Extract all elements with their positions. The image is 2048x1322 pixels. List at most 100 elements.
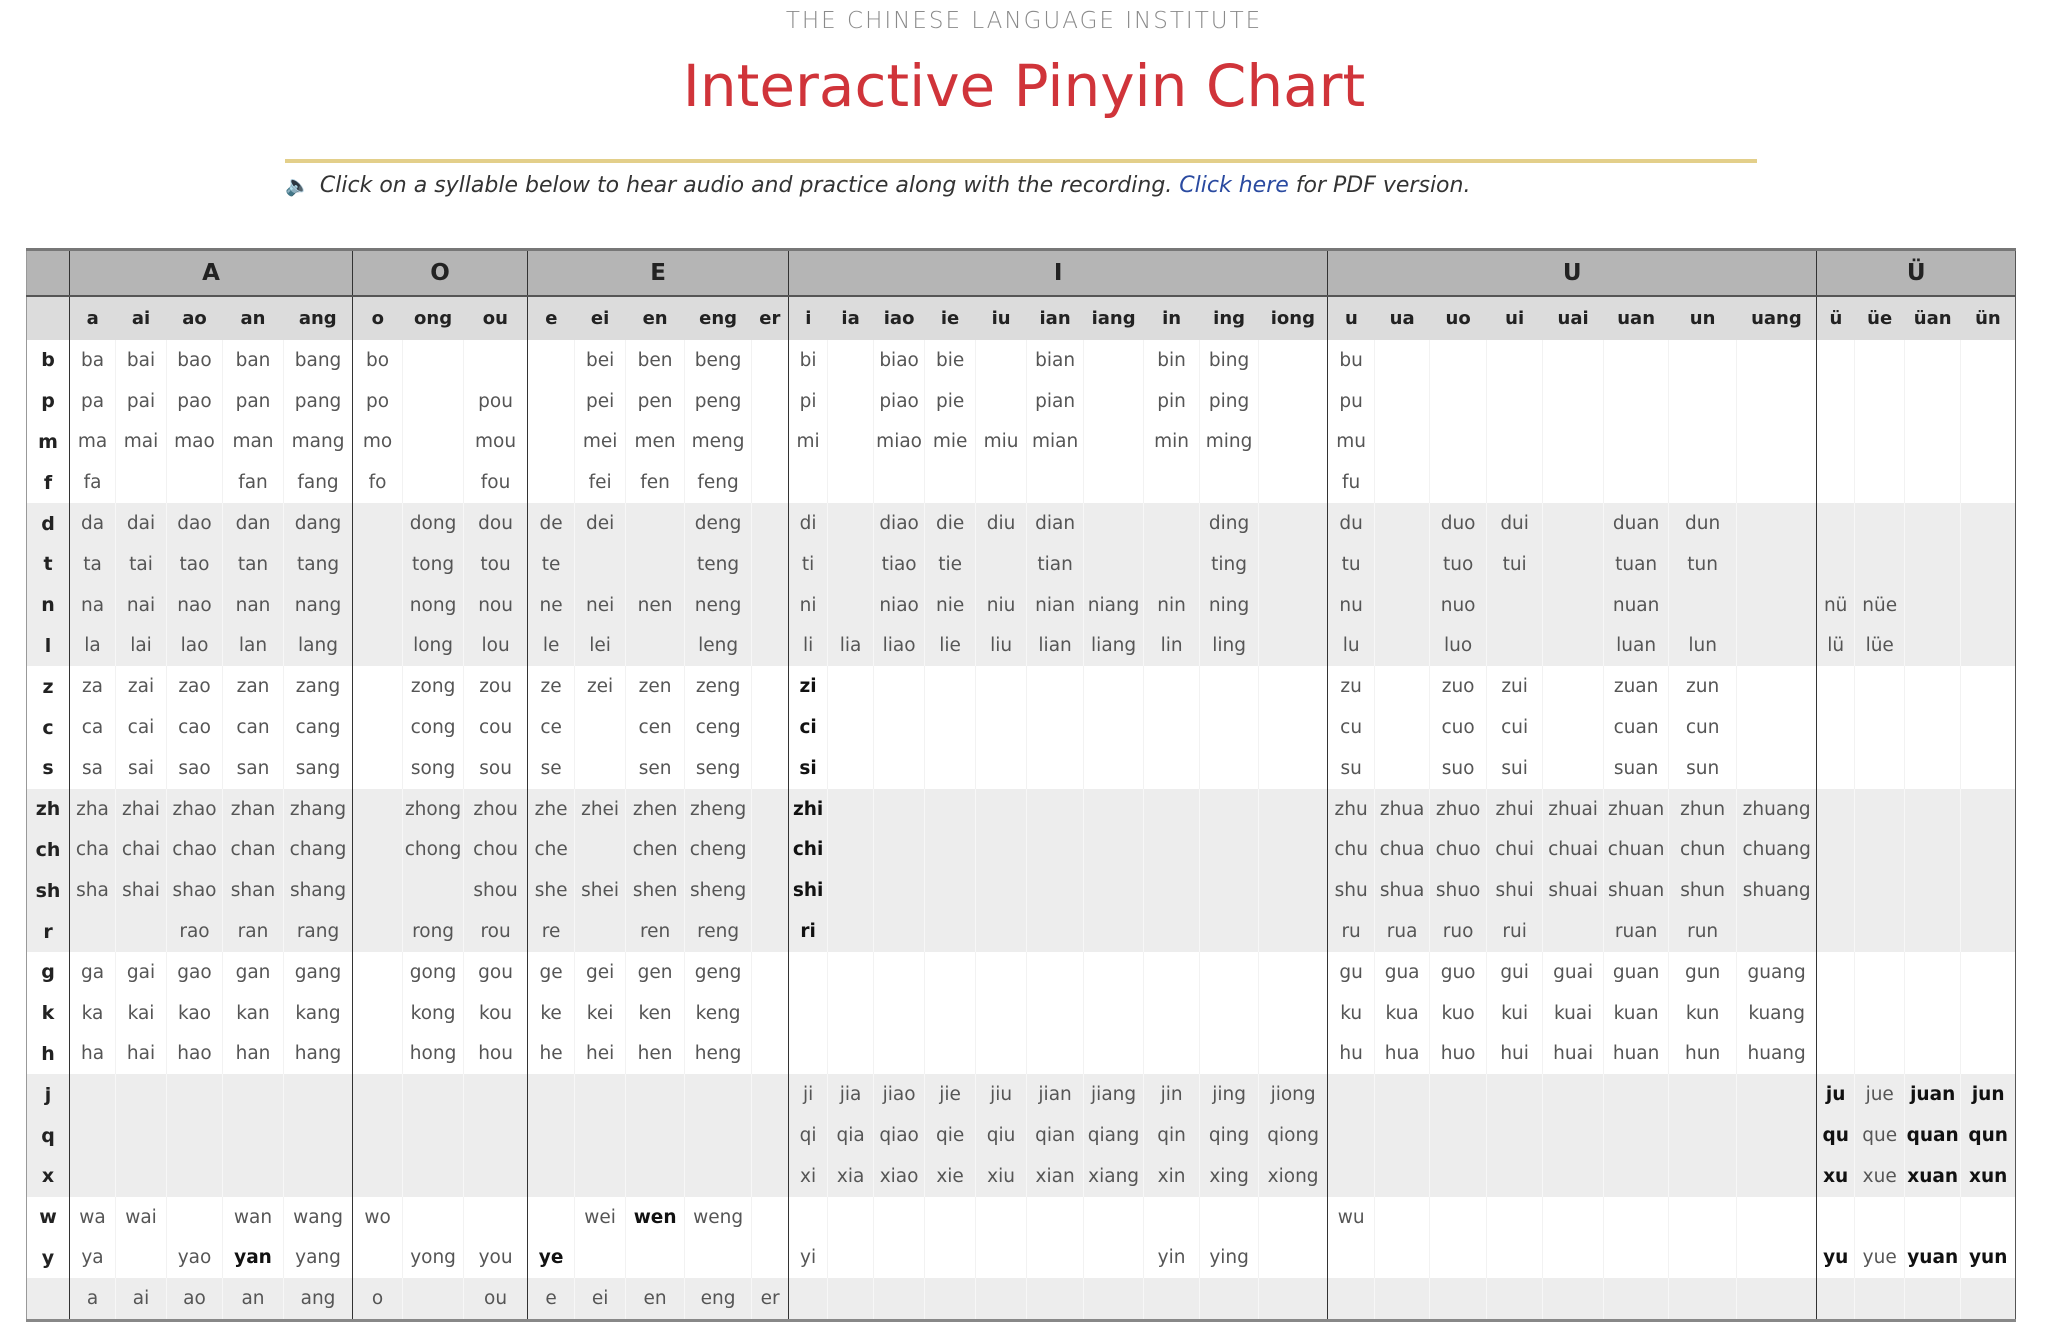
syllable-pei[interactable]: pei: [574, 380, 626, 422]
syllable-guo[interactable]: guo: [1429, 951, 1487, 993]
syllable-ai[interactable]: ai: [115, 1278, 167, 1322]
final-header[interactable]: ia: [827, 296, 874, 340]
syllable-pu[interactable]: pu: [1327, 380, 1375, 422]
syllable-ji[interactable]: ji: [788, 1074, 828, 1116]
syllable-lai[interactable]: lai: [115, 625, 167, 667]
syllable-cai[interactable]: cai: [115, 707, 167, 748]
syllable-shi[interactable]: shi: [788, 870, 828, 912]
final-header[interactable]: ong: [402, 296, 464, 340]
syllable-fa[interactable]: fa: [69, 462, 116, 504]
initial-label[interactable]: [26, 1278, 70, 1322]
syllable-hua[interactable]: hua: [1374, 1033, 1430, 1075]
syllable-pian[interactable]: pian: [1026, 380, 1084, 422]
syllable-che[interactable]: che: [527, 829, 575, 871]
syllable-tao[interactable]: tao: [166, 543, 223, 585]
syllable-zuo[interactable]: zuo: [1429, 666, 1487, 708]
syllable-men[interactable]: men: [625, 421, 685, 463]
syllable-ma[interactable]: ma: [69, 421, 116, 463]
syllable-xian[interactable]: xian: [1026, 1155, 1084, 1197]
syllable-liang[interactable]: liang: [1083, 625, 1144, 667]
final-header[interactable]: uai: [1542, 296, 1604, 340]
syllable-tai[interactable]: tai: [115, 543, 167, 585]
syllable-ke[interactable]: ke: [527, 992, 575, 1034]
syllable-biao[interactable]: biao: [873, 340, 925, 381]
syllable-reng[interactable]: reng: [684, 911, 752, 952]
initial-label[interactable]: j: [26, 1074, 70, 1116]
syllable-bie[interactable]: bie: [924, 340, 976, 381]
final-header[interactable]: ao: [166, 296, 223, 340]
syllable-ling[interactable]: ling: [1199, 625, 1259, 667]
final-header[interactable]: un: [1668, 296, 1737, 340]
syllable-han[interactable]: han: [222, 1033, 284, 1075]
syllable-huang[interactable]: huang: [1736, 1033, 1817, 1075]
syllable-zha[interactable]: zha: [69, 788, 116, 830]
syllable-jie[interactable]: jie: [924, 1074, 976, 1116]
syllable-nüe[interactable]: nüe: [1854, 584, 1905, 626]
syllable-ren[interactable]: ren: [625, 911, 685, 952]
final-header[interactable]: ün: [1960, 296, 2017, 340]
syllable-shuo[interactable]: shuo: [1429, 870, 1487, 912]
syllable-pan[interactable]: pan: [222, 380, 284, 422]
syllable-dui[interactable]: dui: [1486, 503, 1543, 544]
syllable-pin[interactable]: pin: [1143, 380, 1200, 422]
syllable-nu[interactable]: nu: [1327, 584, 1375, 626]
syllable-pao[interactable]: pao: [166, 380, 223, 422]
syllable-zan[interactable]: zan: [222, 666, 284, 708]
syllable-gen[interactable]: gen: [625, 951, 685, 993]
initial-label[interactable]: t: [26, 543, 70, 585]
syllable-cong[interactable]: cong: [402, 707, 464, 748]
syllable-le[interactable]: le: [527, 625, 575, 667]
syllable-ben[interactable]: ben: [625, 340, 685, 381]
syllable-qiao[interactable]: qiao: [873, 1115, 925, 1156]
syllable-bi[interactable]: bi: [788, 340, 828, 381]
syllable-hun[interactable]: hun: [1668, 1033, 1737, 1075]
syllable-kua[interactable]: kua: [1374, 992, 1430, 1034]
syllable-dei[interactable]: dei: [574, 503, 626, 544]
syllable-ka[interactable]: ka: [69, 992, 116, 1034]
syllable-pai[interactable]: pai: [115, 380, 167, 422]
syllable-wo[interactable]: wo: [352, 1196, 403, 1238]
initial-label[interactable]: m: [26, 421, 70, 463]
syllable-nü[interactable]: nü: [1816, 584, 1855, 626]
syllable-shu[interactable]: shu: [1327, 870, 1375, 912]
syllable-chua[interactable]: chua: [1374, 829, 1430, 871]
final-header[interactable]: ü: [1816, 296, 1855, 340]
final-header[interactable]: uan: [1603, 296, 1669, 340]
syllable-chao[interactable]: chao: [166, 829, 223, 871]
syllable-zhong[interactable]: zhong: [402, 788, 464, 830]
syllable-shai[interactable]: shai: [115, 870, 167, 912]
syllable-neng[interactable]: neng: [684, 584, 752, 626]
syllable-lu[interactable]: lu: [1327, 625, 1375, 667]
syllable-qiu[interactable]: qiu: [975, 1115, 1027, 1156]
syllable-zhan[interactable]: zhan: [222, 788, 284, 830]
syllable-lei[interactable]: lei: [574, 625, 626, 667]
syllable-luo[interactable]: luo: [1429, 625, 1487, 667]
syllable-sou[interactable]: sou: [463, 747, 528, 789]
syllable-si[interactable]: si: [788, 747, 828, 789]
syllable-e[interactable]: e: [527, 1278, 575, 1322]
syllable-hen[interactable]: hen: [625, 1033, 685, 1075]
syllable-diao[interactable]: diao: [873, 503, 925, 544]
syllable-zen[interactable]: zen: [625, 666, 685, 708]
syllable-la[interactable]: la: [69, 625, 116, 667]
syllable-ri[interactable]: ri: [788, 911, 828, 952]
syllable-ga[interactable]: ga: [69, 951, 116, 993]
final-header[interactable]: iang: [1083, 296, 1144, 340]
syllable-duan[interactable]: duan: [1603, 503, 1669, 544]
syllable-cuan[interactable]: cuan: [1603, 707, 1669, 748]
syllable-shou[interactable]: shou: [463, 870, 528, 912]
syllable-bin[interactable]: bin: [1143, 340, 1200, 381]
syllable-sheng[interactable]: sheng: [684, 870, 752, 912]
syllable-xiao[interactable]: xiao: [873, 1155, 925, 1197]
syllable-niu[interactable]: niu: [975, 584, 1027, 626]
final-header[interactable]: u: [1327, 296, 1375, 340]
syllable-zhuan[interactable]: zhuan: [1603, 788, 1669, 830]
syllable-jiong[interactable]: jiong: [1258, 1074, 1328, 1116]
syllable-mian[interactable]: mian: [1026, 421, 1084, 463]
syllable-zou[interactable]: zou: [463, 666, 528, 708]
pdf-link[interactable]: Click here: [1179, 173, 1289, 198]
syllable-chan[interactable]: chan: [222, 829, 284, 871]
syllable-mang[interactable]: mang: [282, 421, 353, 463]
syllable-yi[interactable]: yi: [788, 1237, 828, 1279]
final-header[interactable]: üan: [1904, 296, 1961, 340]
